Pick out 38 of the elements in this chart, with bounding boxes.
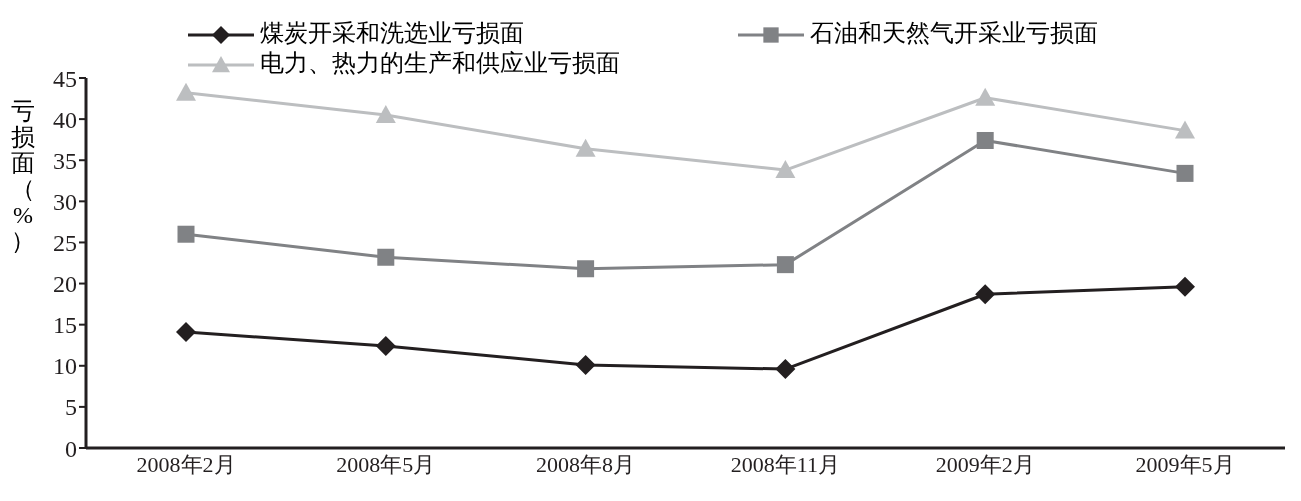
y-tick-label: 0 [65, 435, 77, 462]
y-tick-label: 5 [65, 394, 77, 421]
x-tick-label: 2008年11月 [730, 451, 840, 477]
y-tick-label: 35 [53, 147, 77, 174]
point [976, 131, 994, 149]
y-tick-label: 10 [53, 353, 77, 380]
point [1175, 276, 1195, 297]
y-tick-label: 45 [53, 65, 77, 92]
point [775, 359, 796, 380]
x-tick-label: 2008年2月 [136, 451, 236, 477]
point [776, 256, 794, 274]
y-axis-title: 亏损面（%） [10, 98, 36, 254]
x-tick-label: 2009年5月 [1135, 451, 1235, 477]
legend-label: 石油和天然气开采业亏损面 [810, 20, 1098, 46]
y-tick-label: 15 [53, 312, 77, 339]
x-tick-label: 2009年2月 [935, 451, 1035, 477]
y-tick-label: 30 [53, 188, 77, 215]
point [1175, 120, 1195, 139]
legend-label: 电力、热力的生产和供应业亏损面 [260, 50, 620, 76]
point [375, 336, 396, 357]
y-tick-label: 20 [53, 271, 77, 298]
point [176, 82, 196, 101]
x-tick-label: 2008年8月 [536, 451, 636, 477]
legend-label: 煤炭开采和洗选业亏损面 [260, 20, 524, 46]
point [975, 87, 996, 106]
point [575, 138, 596, 157]
point [577, 260, 595, 278]
point [1176, 164, 1194, 182]
x-tick-label: 2008年5月 [336, 451, 436, 477]
point [575, 354, 596, 375]
point [176, 322, 196, 343]
point [375, 105, 396, 123]
point [177, 225, 195, 243]
point [775, 160, 796, 179]
point [377, 248, 395, 266]
y-tick-label: 40 [53, 106, 77, 133]
point [975, 284, 996, 305]
y-tick-label: 25 [53, 229, 77, 256]
